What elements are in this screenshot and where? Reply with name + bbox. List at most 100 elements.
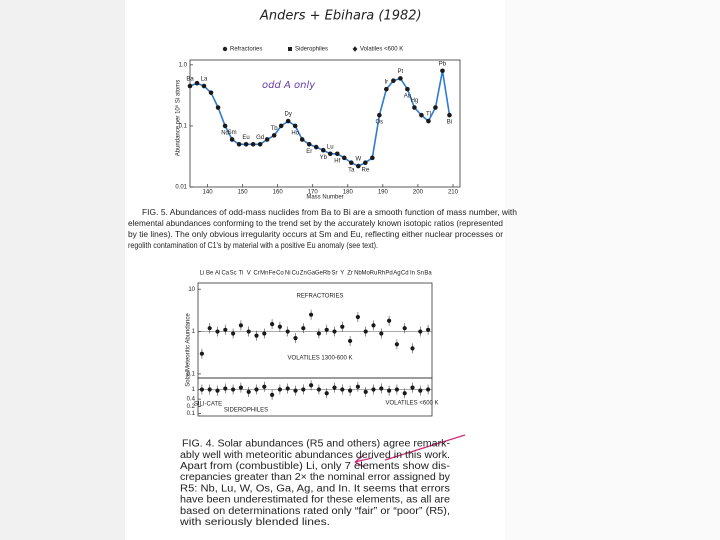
x-tick-label: 150 [238, 190, 249, 196]
legend-marker [352, 46, 358, 52]
point-label: Pb [439, 61, 447, 67]
data-point [271, 133, 277, 138]
data-point [363, 389, 368, 394]
data-point [410, 385, 415, 390]
data-point [243, 142, 249, 147]
data-point [391, 78, 396, 83]
data-point [299, 137, 305, 142]
element-label: In [410, 271, 415, 277]
point-label: Tb [271, 126, 279, 132]
panel-label: SILI-CATE [194, 402, 222, 408]
data-point [231, 331, 236, 336]
data-point [356, 163, 361, 169]
data-point [223, 386, 228, 391]
element-label: Al [215, 271, 220, 277]
element-label: Nb [354, 271, 362, 277]
data-point [377, 112, 382, 118]
data-point [355, 314, 360, 320]
data-point [306, 142, 312, 147]
data-point [355, 384, 360, 389]
data-point [398, 76, 403, 81]
point-label: Gd [256, 135, 264, 141]
data-point [316, 331, 321, 336]
data-point [426, 327, 431, 332]
caption-line: based on determinations rated only “fair… [180, 506, 450, 517]
data-point [379, 331, 384, 336]
data-point [257, 142, 263, 147]
caption-line: FIG. 4. Solar abundances (R5 and others)… [182, 439, 450, 450]
data-point [215, 388, 220, 393]
data-point [419, 112, 424, 118]
x-tick-label: 160 [273, 190, 284, 196]
data-point [292, 123, 298, 129]
data-point [402, 391, 407, 396]
x-tick-label: 190 [378, 190, 389, 196]
x-axis-label: Mass Number [306, 195, 343, 201]
data-point [229, 137, 235, 142]
data-point [363, 329, 368, 334]
data-point [301, 326, 306, 331]
data-point [324, 391, 329, 396]
x-tick-label: 170 [308, 190, 319, 196]
data-point [332, 385, 337, 390]
point-label: Sm [228, 130, 237, 136]
panel-label: SIDEROPHILES [224, 408, 268, 414]
caption-line: crepancies greater than 2× the nominal e… [180, 472, 450, 483]
data-point [199, 387, 204, 392]
scan-margin [505, 0, 720, 540]
x-tick-label: 200 [413, 190, 424, 196]
element-label: Be [206, 271, 214, 277]
data-point [246, 329, 251, 334]
element-label: Cd [401, 271, 409, 277]
data-point [201, 83, 207, 89]
point-label: Re [361, 167, 369, 173]
point-label: Pt [398, 69, 404, 75]
data-point [309, 312, 314, 317]
legend-label: Volatiles <600 K [360, 47, 403, 53]
handwritten-arrow [354, 434, 466, 468]
data-point [278, 123, 284, 129]
data-point [371, 387, 376, 392]
x-tick-label: 180 [343, 190, 354, 196]
data-point [340, 387, 345, 392]
data-point [285, 329, 290, 334]
data-point [277, 387, 282, 392]
data-point [223, 327, 228, 332]
element-label: Li [200, 271, 205, 277]
element-label: Ga [307, 271, 316, 277]
y-tick-label: 1.0 [179, 62, 188, 68]
data-point [215, 105, 221, 110]
element-label: Ca [221, 271, 229, 277]
legend-marker [288, 47, 292, 51]
data-point [410, 346, 415, 351]
handwritten-note: odd A only [262, 80, 316, 91]
element-label: Mn [260, 271, 268, 277]
data-point [231, 387, 236, 392]
legend-marker [222, 46, 228, 52]
data-point [194, 80, 200, 86]
panel-label: VOLATILES <600 K [385, 401, 438, 407]
data-point [405, 86, 410, 92]
point-label: Ir [385, 80, 389, 86]
data-point [341, 155, 347, 161]
data-point [371, 323, 376, 328]
data-point [447, 112, 452, 118]
point-label: Hg [411, 98, 419, 104]
data-point [285, 386, 290, 391]
data-point [426, 387, 431, 392]
element-label: Ti [239, 271, 244, 277]
data-point [270, 392, 275, 397]
data-point [384, 86, 389, 92]
element-label: Sr [332, 271, 338, 277]
element-label: Sn [417, 271, 424, 277]
panel-label: REFRACTORIES [297, 294, 344, 300]
y-tick-label: 0.2 [187, 404, 196, 410]
element-label: Co [276, 271, 284, 277]
caption-line: ably well with meteoritic abundances der… [180, 450, 450, 461]
point-label: Tl [426, 112, 431, 118]
caption-line: with seriously blended lines. [179, 517, 330, 528]
y-tick-label: 0.1 [187, 371, 196, 377]
data-point [313, 144, 319, 150]
data-point [207, 387, 212, 392]
point-label: Os [376, 120, 384, 126]
